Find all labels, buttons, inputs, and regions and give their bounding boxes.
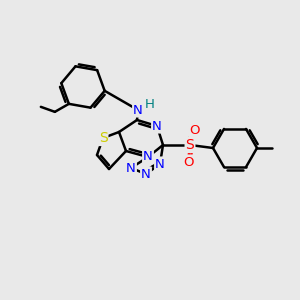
Text: N: N bbox=[133, 103, 143, 116]
Text: N: N bbox=[143, 151, 153, 164]
Text: S: S bbox=[99, 131, 107, 145]
Text: O: O bbox=[183, 155, 193, 169]
Text: N: N bbox=[126, 161, 136, 175]
Text: N: N bbox=[155, 158, 165, 170]
Text: O: O bbox=[190, 124, 200, 136]
Text: S: S bbox=[186, 138, 194, 152]
Text: N: N bbox=[152, 119, 162, 133]
Text: N: N bbox=[141, 167, 151, 181]
Text: H: H bbox=[145, 98, 155, 112]
